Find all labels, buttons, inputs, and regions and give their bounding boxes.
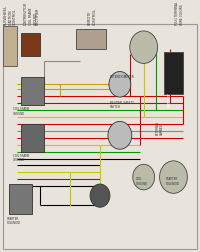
Bar [21,124,44,151]
Circle shape [108,121,132,149]
Text: PLUG TERMINAL
WIRE COLORS: PLUG TERMINAL WIRE COLORS [175,2,184,25]
Text: STARTER
SOLENOID: STARTER SOLENOID [7,216,21,225]
Text: POTENTIOMETER: POTENTIOMETER [110,75,135,79]
Text: IGNITION
CONTROL: IGNITION CONTROL [9,8,17,25]
Text: REMOTE
CONTROL: REMOTE CONTROL [88,8,97,25]
Bar [21,33,40,56]
Text: STARTER
SOLENOID: STARTER SOLENOID [166,177,180,186]
Bar [76,29,106,49]
Bar [9,184,32,214]
Bar [21,77,44,105]
Text: COIL FRAME
GROUND: COIL FRAME GROUND [13,108,29,116]
Bar [164,52,183,93]
Bar [3,26,17,66]
Text: EXTERNAL
HARNESS: EXTERNAL HARNESS [156,121,164,135]
Text: DISTRIBUTOR: DISTRIBUTOR [24,2,28,25]
Text: RECTIFIER: RECTIFIER [35,8,39,25]
Circle shape [90,184,110,207]
Circle shape [109,72,131,97]
Text: COIL FRAME
GROUND: COIL FRAME GROUND [29,8,38,25]
Circle shape [130,31,158,64]
Text: FLYWHEEL: FLYWHEEL [4,5,8,25]
Circle shape [160,161,187,193]
Text: BATTERY: BATTERY [168,93,172,108]
Text: NEUTRAL SAFETY
SWITCH: NEUTRAL SAFETY SWITCH [110,101,134,109]
Circle shape [133,164,155,190]
Text: COIL
GROUND: COIL GROUND [136,177,148,186]
Text: COIL FRAME
GROUND: COIL FRAME GROUND [13,154,29,163]
